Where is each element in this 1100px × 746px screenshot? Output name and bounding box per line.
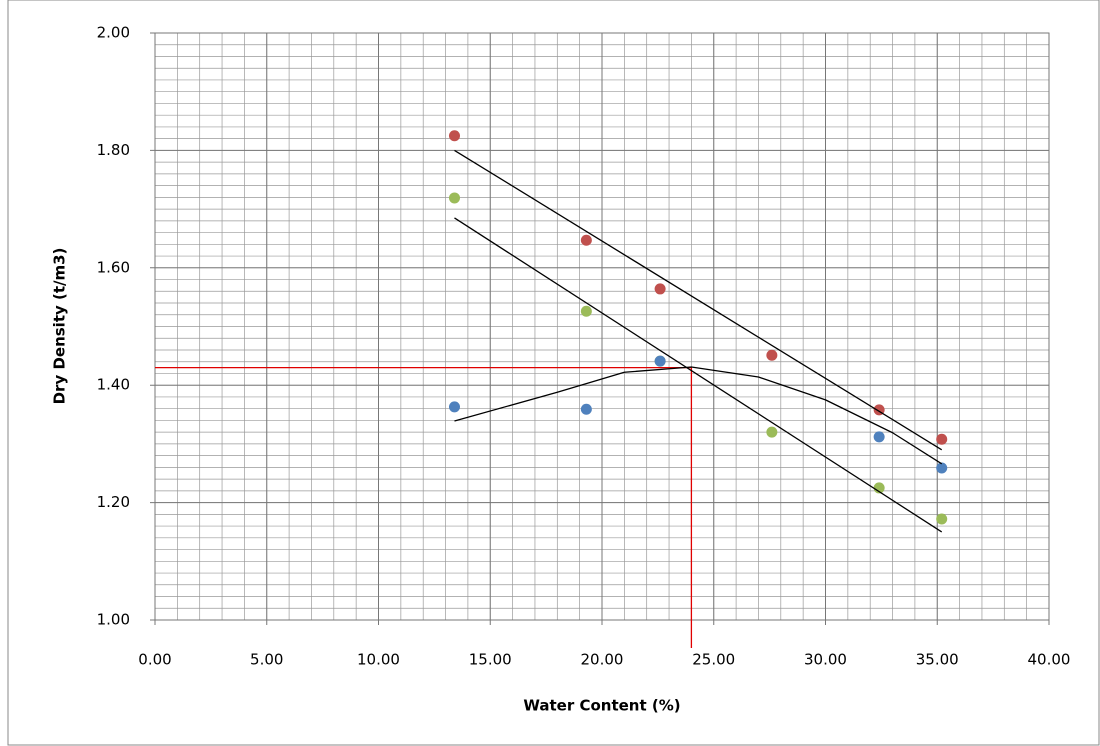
data-point [449, 130, 460, 141]
y-tick-label: 1.80 [97, 141, 130, 159]
x-axis-label: Water Content (%) [523, 697, 680, 715]
y-tick-label: 1.00 [97, 611, 130, 629]
x-tick-label: 0.00 [138, 651, 171, 669]
data-point [766, 350, 777, 361]
data-point [936, 514, 947, 525]
x-tick-label: 25.00 [692, 651, 735, 669]
data-point [581, 235, 592, 246]
data-point [449, 401, 460, 412]
data-point [874, 431, 885, 442]
data-point [936, 462, 947, 473]
data-point [581, 306, 592, 317]
x-tick-label: 20.00 [581, 651, 624, 669]
x-tick-label: 5.00 [250, 651, 283, 669]
x-tick-label: 10.00 [357, 651, 400, 669]
y-tick-label: 1.20 [97, 493, 130, 511]
x-tick-label: 35.00 [916, 651, 959, 669]
x-tick-label: 40.00 [1028, 651, 1071, 669]
data-point [655, 283, 666, 294]
data-point [655, 356, 666, 367]
y-tick-label: 1.60 [97, 258, 130, 276]
data-point [766, 427, 777, 438]
x-tick-label: 15.00 [469, 651, 512, 669]
data-point [449, 192, 460, 203]
y-axis-label: Dry Density (t/m3) [51, 248, 69, 405]
chart: Water Content (%) Dry Density (t/m3) 0.0… [0, 0, 1100, 746]
x-tick-label: 30.00 [804, 651, 847, 669]
y-tick-label: 1.40 [97, 376, 130, 394]
data-point [581, 404, 592, 415]
data-point [936, 434, 947, 445]
chart-border [8, 0, 1099, 745]
y-tick-label: 2.00 [97, 24, 130, 42]
